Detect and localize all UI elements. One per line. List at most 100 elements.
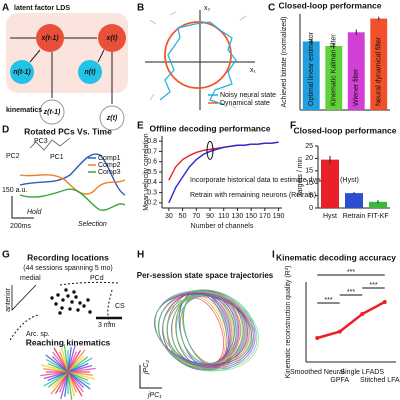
- direction-label: anterior: [5, 287, 12, 311]
- y-tick-label: 0.6: [147, 159, 157, 166]
- bar: [321, 159, 339, 208]
- panel-label: A: [2, 3, 9, 14]
- node: [10, 60, 34, 84]
- y-axis-label: Mean velocity correlation: [143, 133, 150, 211]
- y-tick-label: 0.2: [147, 200, 157, 207]
- mean-line: [316, 300, 386, 340]
- bar: [345, 193, 363, 208]
- y-tick-label: 20: [305, 155, 313, 162]
- annotation: Incorporate historical data to estimate …: [190, 177, 359, 184]
- x-tick-label: 70: [192, 213, 200, 220]
- chart-title: Closed-loop performance: [279, 0, 382, 10]
- node: [36, 24, 64, 52]
- chart-title: Offline decoding performance: [150, 123, 271, 133]
- bar: [370, 18, 388, 111]
- series-line: [168, 141, 279, 204]
- node: [99, 105, 125, 131]
- area-label: CS: [115, 303, 125, 310]
- y-tick-label: 0.8: [147, 138, 157, 145]
- mean-point: [315, 336, 320, 340]
- annotation: Retrain with remaining neurons (Retrain): [190, 192, 316, 199]
- mean-point: [360, 312, 365, 316]
- epoch-label: Selection: [78, 221, 107, 228]
- panel-d: Rotated PCs Vs. Time PC3 PC2 PC1 Comp1 C…: [2, 126, 126, 230]
- chart-title: Closed-loop performance: [294, 125, 397, 135]
- chart-title: Kinematic decoding accuracy: [276, 252, 396, 262]
- significance-label: ***: [369, 282, 377, 289]
- panel-subtitle: Reaching kinematics: [26, 337, 111, 347]
- x-tick-label: 170: [259, 213, 271, 220]
- legend-label: Comp2: [98, 162, 121, 169]
- x-tick-label: Smoothed Neural: [290, 369, 345, 376]
- state-trajectory: [158, 289, 256, 372]
- panel-title: Recording locations: [27, 252, 109, 262]
- scale-label: 200ms: [10, 223, 32, 230]
- pc-label: PC3: [34, 138, 48, 145]
- x-tick-label: FIT-KF: [367, 213, 388, 220]
- x-tick-label: 90: [206, 213, 214, 220]
- direction-label: medial: [20, 275, 41, 282]
- panel-g: Recording locations (44 sessions spannin…: [5, 252, 125, 400]
- panel-title: Per-session state space trajectories: [137, 271, 274, 280]
- node-label: x(t): [106, 35, 119, 42]
- mean-point: [337, 329, 342, 334]
- dynamical-trajectory: [164, 21, 232, 89]
- panel-label: G: [2, 250, 10, 261]
- significance-label: ***: [347, 269, 355, 276]
- scale-label: 3 mm: [98, 322, 116, 329]
- bar: [347, 32, 365, 110]
- panel-label: F: [290, 121, 296, 132]
- panel-b: x₂ x₁ Noisy neural state Dynamical state: [145, 5, 276, 110]
- significance-label: ***: [347, 289, 355, 296]
- node-label: n(t-1): [13, 69, 31, 76]
- panel-title: Rotated PCs Vs. Time: [24, 126, 112, 136]
- y-tick-label: 25: [305, 143, 313, 150]
- panel-label: E: [137, 121, 144, 132]
- node-label: x(t-1): [40, 35, 59, 42]
- y-tick-label: 0: [309, 205, 313, 212]
- axis-label: x₁: [250, 67, 257, 74]
- highlight: [206, 140, 214, 160]
- x-tick-label: 150: [245, 213, 257, 220]
- y-axis-label: Achieved bitrate (normalized): [281, 16, 288, 107]
- bar: [325, 46, 343, 110]
- bar: [369, 201, 387, 208]
- epoch-label: Hold: [27, 209, 43, 216]
- panel-a: latent factor LDS x(t-1) x(t) n(t-1) n(t…: [6, 5, 128, 131]
- panel-label: D: [2, 125, 9, 136]
- legend-label: Comp1: [98, 155, 121, 162]
- node-label: n(t): [84, 69, 96, 76]
- noisy-trajectory: [159, 21, 237, 106]
- panel-h: Per-session state space trajectories jPC…: [137, 271, 274, 399]
- kinematics-label: kinematics: [6, 107, 42, 114]
- y-tick-label: 0.3: [147, 189, 157, 196]
- lds-title: latent factor LDS: [14, 5, 70, 12]
- node-label: z(t-1): [43, 109, 61, 116]
- node: [98, 24, 126, 52]
- panel-subtitle: (44 sessions spanning 5 mo): [23, 265, 113, 272]
- bar-label: Optimal linear estimator: [308, 31, 315, 106]
- bar-label: Wiener filter: [353, 68, 360, 106]
- x-tick-label: Retrain: [343, 213, 366, 220]
- pc-label: PC2: [6, 153, 20, 160]
- x-tick-label: Single LFADS: [340, 369, 384, 376]
- node: [78, 60, 102, 84]
- x-tick-label: Hyst: [323, 213, 337, 220]
- axis-label: jPC₂: [143, 360, 150, 375]
- state-trajectory: [154, 290, 259, 371]
- y-tick-label: 0.4: [147, 179, 157, 186]
- x-tick-label: 50: [179, 213, 187, 220]
- x-tick-label: 130: [232, 213, 244, 220]
- y-axis-label: Targets / min: [297, 157, 304, 197]
- reach-trace: [67, 367, 96, 373]
- x-tick-label: 30: [165, 213, 173, 220]
- x-axis-label: Number of channels: [191, 223, 254, 230]
- bar-label: Neural dynamical filter: [376, 36, 383, 106]
- axis-label: jPC₁: [147, 392, 162, 399]
- significance-label: ***: [324, 297, 332, 304]
- scale-label: 150 a.u.: [2, 187, 27, 194]
- axis-label: x₂: [204, 5, 211, 12]
- y-tick-label: 0.5: [147, 169, 157, 176]
- node: [39, 99, 65, 125]
- y-tick-label: 10: [305, 180, 313, 187]
